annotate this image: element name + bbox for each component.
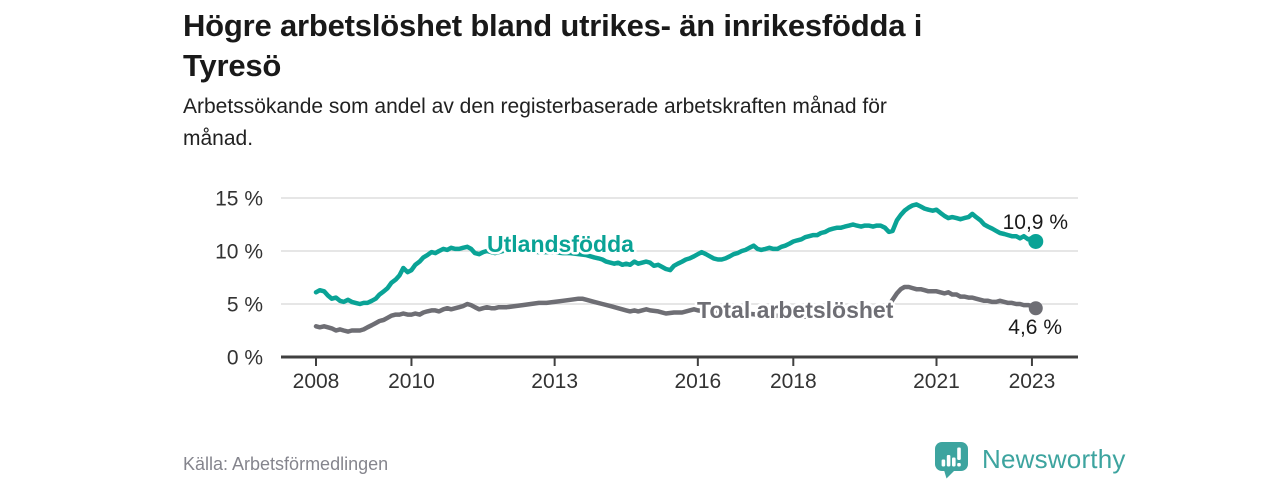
series-label-utlandsfodda: Utlandsfödda <box>487 231 634 257</box>
x-axis-tick-label: 2018 <box>770 370 817 393</box>
chart-subtitle: Arbetssökande som andel av den registerb… <box>183 95 887 150</box>
series-line-total <box>313 284 1039 334</box>
chart-title: Högre arbetslöshet bland utrikes- än inr… <box>183 8 923 83</box>
y-axis-tick-label: 15 % <box>215 188 263 211</box>
x-axis-tick-label: 2010 <box>388 370 435 393</box>
y-axis-tick-label: 5 % <box>227 294 263 317</box>
x-axis-tick-label: 2023 <box>1009 370 1056 393</box>
series-label-total: Total arbetslöshet <box>697 297 894 323</box>
x-axis-tick-label: 2021 <box>913 370 960 393</box>
x-axis-tick-label: 2016 <box>674 370 721 393</box>
end-dot-utlandsfodda <box>1028 233 1044 249</box>
newsworthy-wordmark: Newsworthy <box>982 444 1126 474</box>
end-value-label-total: 4,6 % <box>1008 316 1062 339</box>
x-axis-tick-label: 2013 <box>531 370 578 393</box>
y-axis-tick-label: 0 % <box>227 347 263 370</box>
end-dot-total <box>1028 301 1043 316</box>
x-axis-tick-label: 2008 <box>293 370 340 393</box>
newsworthy-pin-chart-icon <box>935 442 968 479</box>
newsworthy-logo: Newsworthy <box>933 440 1126 479</box>
y-axis-tick-label: 10 % <box>215 241 263 264</box>
source-note: Källa: Arbetsförmedlingen <box>183 454 389 474</box>
series-line-utlandsfodda <box>313 202 1039 307</box>
end-value-label-utlandsfodda: 10,9 % <box>1003 211 1068 234</box>
